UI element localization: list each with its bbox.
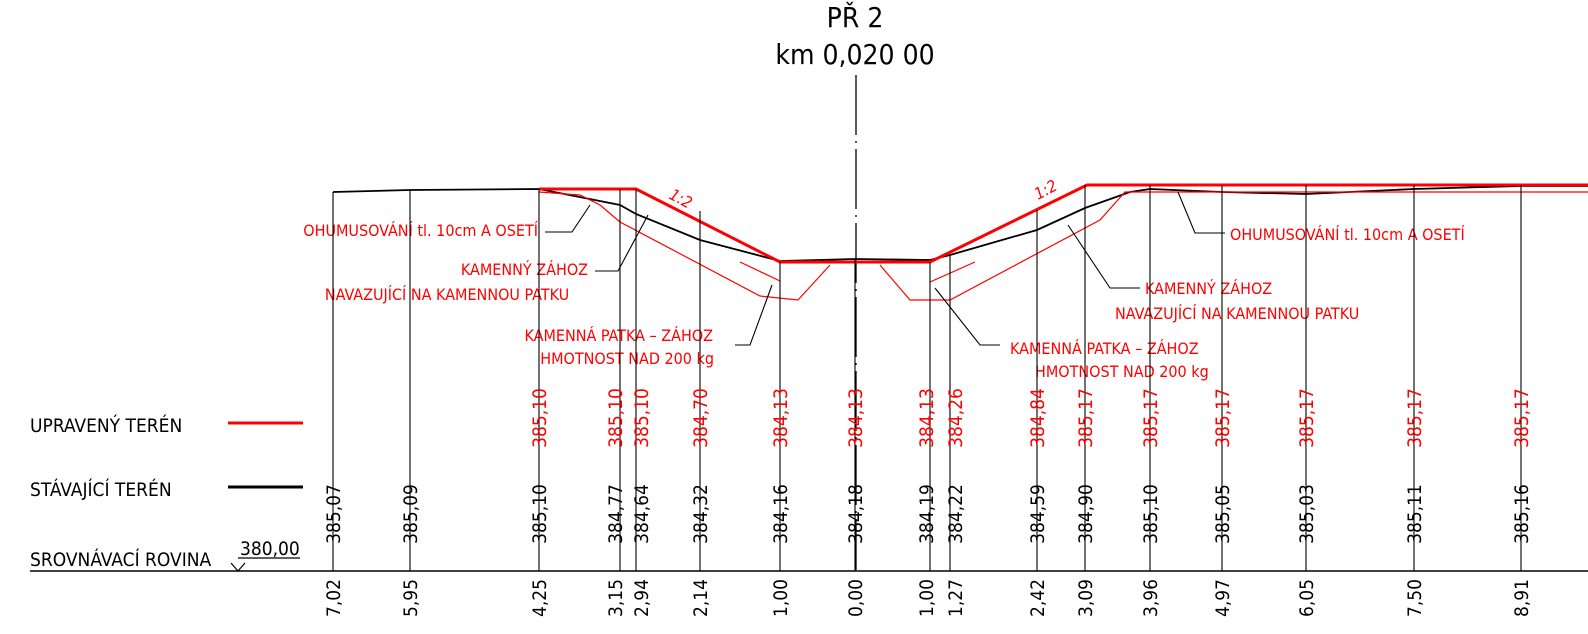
station-offset-label: 3,09 xyxy=(1075,579,1097,617)
design-elevation-label: 384,84 xyxy=(1027,388,1049,448)
design-elevation-label: 385,17 xyxy=(1212,388,1234,448)
design-elevation-label: 384,26 xyxy=(945,388,967,448)
design-elevation-label: 384,13 xyxy=(916,388,938,448)
profile-title: PŘ 2 xyxy=(827,0,884,34)
legend: UPRAVENÝ TERÉN STÁVAJÍCÍ TERÉN SROVNÁVAC… xyxy=(30,414,303,572)
existing-elevation-label: 384,32 xyxy=(690,484,712,544)
station-offset-label: 7,50 xyxy=(1404,579,1426,617)
chainage-label: km 0,020 00 xyxy=(775,38,934,71)
existing-elevation-label: 384,22 xyxy=(945,484,967,544)
station-offset-label: 2,42 xyxy=(1027,579,1049,617)
design-elevation-label: 385,17 xyxy=(1140,388,1162,448)
riprap-right-label-2: NAVAZUJÍCÍ NA KAMENNOU PATKU xyxy=(1115,304,1359,323)
design-elevation-label: 385,10 xyxy=(605,388,627,448)
datum-plane-label: SROVNÁVACÍ ROVINA xyxy=(30,548,212,571)
design-elevation-label: 384,13 xyxy=(770,388,792,448)
station-offset-label: 0,00 xyxy=(845,579,867,617)
toe-left-label-1: KAMENNÁ PATKA – ZÁHOZ xyxy=(524,326,713,345)
topsoil-right-label: OHUMUSOVÁNÍ tl. 10cm A OSETÍ xyxy=(1230,225,1465,244)
station-offset-label: 1,00 xyxy=(916,579,938,617)
toe-left-label-2: HMOTNOST NAD 200 kg xyxy=(540,349,714,368)
design-elevation-label: 385,17 xyxy=(1075,388,1097,448)
datum-level-marker xyxy=(230,562,246,572)
riprap-left-label-2: NAVAZUJÍCÍ NA KAMENNOU PATKU xyxy=(325,285,569,304)
station-offset-label: 4,25 xyxy=(529,579,551,617)
station-offset-label: 7,02 xyxy=(323,579,345,617)
design-terrain-line xyxy=(539,183,1588,264)
station-offset-label: 8,91 xyxy=(1511,579,1533,617)
annotation-leaders xyxy=(545,191,1225,346)
existing-elevation-label: 384,59 xyxy=(1027,484,1049,544)
existing-elevation-label: 385,05 xyxy=(1212,484,1234,544)
existing-elevation-label: 385,07 xyxy=(323,484,345,544)
station-offset-label: 3,15 xyxy=(605,579,627,617)
existing-elevation-label: 384,90 xyxy=(1075,484,1097,544)
design-elevation-label: 385,10 xyxy=(529,388,551,448)
toe-right-label-2: HMOTNOST NAD 200 kg xyxy=(1035,362,1209,381)
existing-elevation-label: 384,16 xyxy=(770,484,792,544)
existing-elevation-label: 384,19 xyxy=(916,484,938,544)
topsoil-left-label: OHUMUSOVÁNÍ tl. 10cm A OSETÍ xyxy=(303,221,538,240)
station-ordinates: 385,077,02385,095,95385,10385,104,25384,… xyxy=(323,185,1533,617)
existing-elevation-label: 384,77 xyxy=(605,484,627,544)
existing-elevation-label: 385,10 xyxy=(1140,484,1162,544)
station-offset-label: 4,97 xyxy=(1212,579,1234,617)
existing-elevation-label: 384,64 xyxy=(631,484,653,544)
existing-elevation-label: 385,09 xyxy=(400,484,422,544)
existing-elevation-label: 385,10 xyxy=(529,484,551,544)
design-elevation-label: 385,17 xyxy=(1296,388,1318,448)
slope-left-label: 1:2 xyxy=(666,185,695,213)
toe-right-label-1: KAMENNÁ PATKA – ZÁHOZ xyxy=(1010,339,1199,358)
design-elevation-label: 385,17 xyxy=(1511,388,1533,448)
design-elevation-label: 384,13 xyxy=(845,388,867,448)
riprap-right-label-1: KAMENNÝ ZÁHOZ xyxy=(1145,279,1272,298)
datum-value: 380,00 xyxy=(240,538,300,560)
station-offset-label: 2,14 xyxy=(690,579,712,617)
station-offset-label: 6,05 xyxy=(1296,579,1318,617)
existing-elevation-label: 385,03 xyxy=(1296,484,1318,544)
design-elevation-label: 385,17 xyxy=(1404,388,1426,448)
station-offset-label: 3,96 xyxy=(1140,579,1162,617)
station-offset-label: 5,95 xyxy=(400,579,422,617)
legend-modified-label: UPRAVENÝ TERÉN xyxy=(30,414,182,437)
station-offset-label: 1,27 xyxy=(945,579,967,617)
existing-elevation-label: 384,18 xyxy=(845,484,867,544)
annotations: OHUMUSOVÁNÍ tl. 10cm A OSETÍ KAMENNÝ ZÁH… xyxy=(303,176,1464,381)
riprap-structure xyxy=(538,191,1588,301)
existing-elevation-label: 385,11 xyxy=(1404,484,1426,544)
legend-existing-label: STÁVAJÍCÍ TERÉN xyxy=(30,478,172,501)
design-elevation-label: 384,70 xyxy=(690,388,712,448)
existing-elevation-label: 385,16 xyxy=(1511,484,1533,544)
station-offset-label: 1,00 xyxy=(770,579,792,617)
station-offset-label: 2,94 xyxy=(631,579,653,617)
design-elevation-label: 385,10 xyxy=(631,388,653,448)
riprap-left-label-1: KAMENNÝ ZÁHOZ xyxy=(461,260,588,279)
